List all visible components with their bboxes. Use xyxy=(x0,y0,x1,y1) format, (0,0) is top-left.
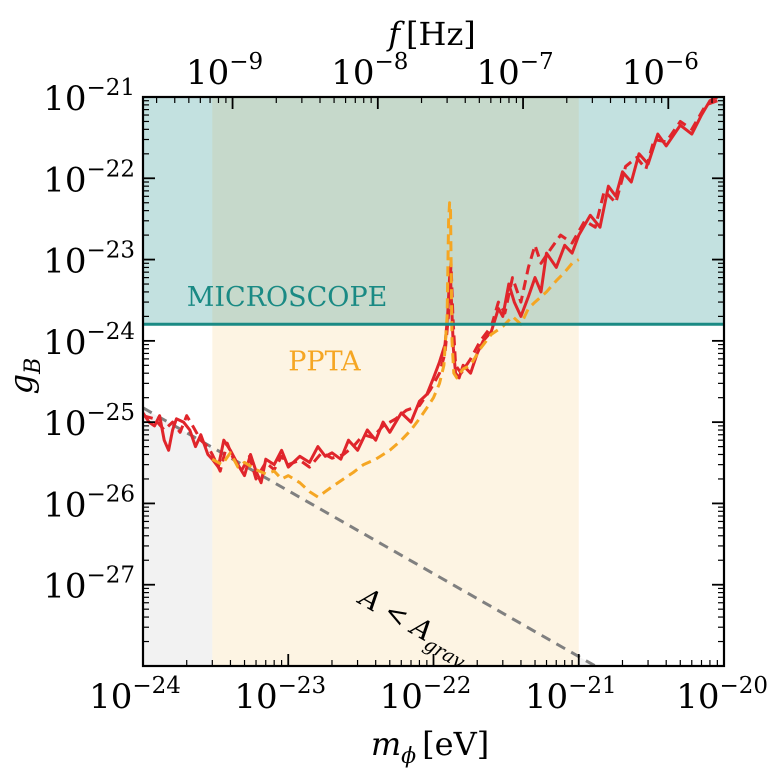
ppta-label: PPTA xyxy=(288,347,361,378)
x-tick-label: 10−22 xyxy=(380,673,472,717)
ppta-microscope-overlap xyxy=(212,97,579,325)
microscope-label: MICROSCOPE xyxy=(187,282,388,313)
series-red-solid xyxy=(143,97,719,485)
y-axis-label: gB xyxy=(2,358,46,395)
x-axis-label: mϕ [eV] xyxy=(371,725,489,769)
series-orange-dashed xyxy=(211,201,580,499)
y-tick-label: 10−22 xyxy=(43,156,135,200)
y-tick-label: 10−26 xyxy=(43,481,135,525)
series-layer xyxy=(143,97,724,499)
x-tick-label: 10−23 xyxy=(234,673,326,717)
top-axis-label: f [Hz] xyxy=(386,15,476,53)
y-tick-label: 10−25 xyxy=(43,400,135,444)
top-tick-label: 10−9 xyxy=(186,49,263,93)
top-tick-label: 10−6 xyxy=(622,49,699,93)
tick-labels-layer: 10−24 10−23 10−22 10−21 10−20 10−21 10−22 10−23… xyxy=(43,49,768,717)
top-tick-label: 10−7 xyxy=(476,49,553,93)
y-tick-label: 10−23 xyxy=(43,238,135,282)
top-tick-label: 10−8 xyxy=(331,49,408,93)
x-tick-label: 10−24 xyxy=(89,673,181,717)
y-tick-label: 10−24 xyxy=(43,319,135,363)
grav-line xyxy=(143,406,597,666)
y-tick-label: 10−27 xyxy=(43,563,135,607)
x-tick-label: 10−21 xyxy=(525,673,617,717)
regions-layer xyxy=(143,97,724,666)
y-tick-label: 10−21 xyxy=(43,75,135,119)
x-tick-label: 10−20 xyxy=(676,673,768,717)
ticks-layer xyxy=(142,96,725,667)
